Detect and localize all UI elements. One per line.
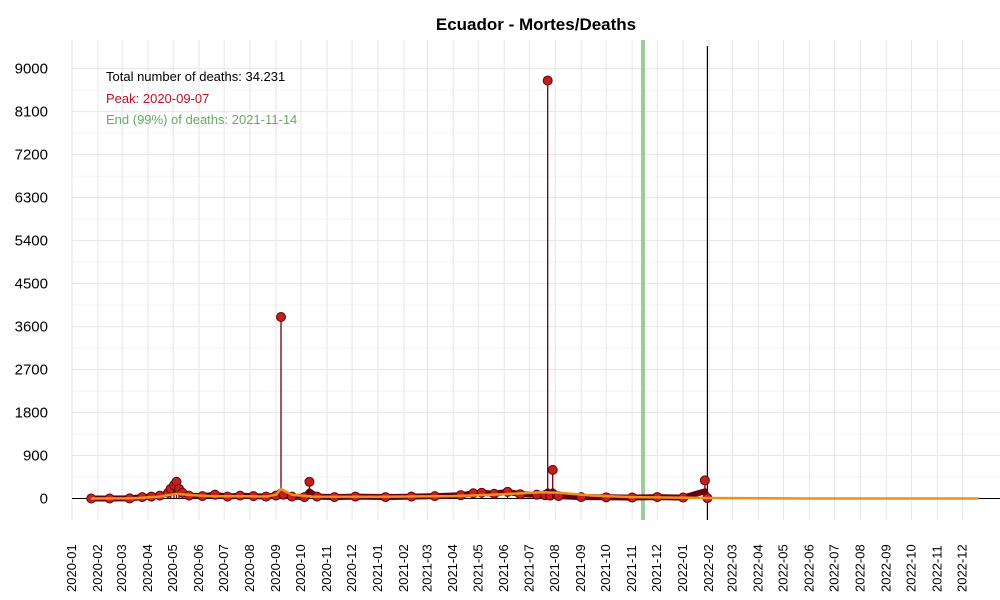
x-tick-label: 2020-01: [64, 544, 79, 592]
x-tick-label: 2021-06: [496, 544, 511, 592]
total-deaths-annotation: Total number of deaths: 34.231: [106, 69, 285, 84]
y-axis-ticks: 0 900 1800 2700 3600 4500 5400 6300 7200 8100 9000: [15, 61, 48, 508]
x-tick-label: 2021-12: [649, 544, 664, 592]
grid: [71, 40, 1000, 520]
x-tick-label: 2021-01: [370, 544, 385, 592]
x-tick-label: 2022-12: [954, 544, 969, 592]
y-tick-label: 900: [23, 448, 48, 465]
x-tick-label: 2020-05: [165, 544, 180, 592]
x-tick-label: 2022-10: [903, 544, 918, 592]
x-tick-label: 2021-03: [419, 544, 434, 592]
daily-deaths-point: [547, 464, 558, 475]
y-tick-label: 8100: [15, 104, 48, 121]
y-tick-label: 4500: [15, 276, 48, 293]
x-tick-label: 2022-11: [929, 545, 944, 592]
x-tick-label: 2020-09: [268, 544, 283, 592]
x-tick-label: 2021-07: [521, 544, 536, 592]
end-annotation: End (99%) of deaths: 2021-11-14: [106, 112, 297, 127]
x-tick-label: 2020-12: [344, 544, 359, 592]
x-tick-label: 2020-02: [90, 544, 105, 592]
x-axis-ticks: 2020-01 2020-02 2020-03 2020-04 2020-05 2020-…: [64, 544, 969, 592]
daily-deaths-point: [699, 475, 710, 486]
x-tick-label: 2022-09: [878, 544, 893, 592]
smoothed-trend-series: [91, 487, 979, 500]
x-tick-label: 2020-06: [191, 544, 206, 592]
x-tick-label: 2021-09: [573, 544, 588, 592]
y-tick-label: 7200: [15, 147, 48, 164]
smoothed-trend-line: [91, 487, 979, 500]
x-tick-label: 2020-07: [216, 544, 231, 592]
y-tick-label: 2700: [15, 362, 48, 379]
y-tick-label: 3600: [15, 319, 48, 336]
daily-deaths-point: [276, 312, 287, 323]
chart-title: Ecuador - Mortes/Deaths: [436, 15, 636, 34]
x-tick-label: 2020-04: [140, 544, 155, 592]
x-tick-label: 2022-03: [724, 544, 739, 592]
y-tick-label: 0: [40, 491, 48, 508]
x-tick-label: 2022-04: [750, 544, 765, 592]
x-tick-label: 2022-06: [801, 544, 816, 592]
daily-deaths-point: [209, 489, 220, 500]
x-tick-label: 2020-11: [319, 545, 334, 592]
daily-deaths-point: [542, 75, 553, 86]
x-tick-label: 2020-03: [114, 544, 129, 592]
x-tick-label: 2021-02: [396, 544, 411, 592]
x-tick-label: 2021-04: [445, 544, 460, 592]
daily-deaths-point: [304, 476, 315, 487]
y-tick-label: 9000: [15, 61, 48, 78]
x-tick-label: 2022-05: [775, 544, 790, 592]
x-tick-label: 2022-01: [675, 544, 690, 592]
y-tick-label: 1800: [15, 405, 48, 422]
x-tick-label: 2021-05: [470, 544, 485, 592]
x-tick-label: 2021-11: [624, 545, 639, 592]
daily-deaths-series: [86, 75, 713, 504]
x-tick-label: 2021-10: [598, 544, 613, 592]
peak-annotation: Peak: 2020-09-07: [106, 91, 209, 106]
x-tick-label: 2021-08: [547, 544, 562, 592]
x-tick-label: 2022-02: [701, 544, 716, 592]
x-tick-label: 2022-07: [826, 544, 841, 592]
x-tick-label: 2022-08: [852, 544, 867, 592]
y-tick-label: 6300: [15, 190, 48, 207]
x-tick-label: 2020-10: [293, 544, 308, 592]
x-tick-label: 2020-08: [242, 544, 257, 592]
y-tick-label: 5400: [15, 233, 48, 250]
